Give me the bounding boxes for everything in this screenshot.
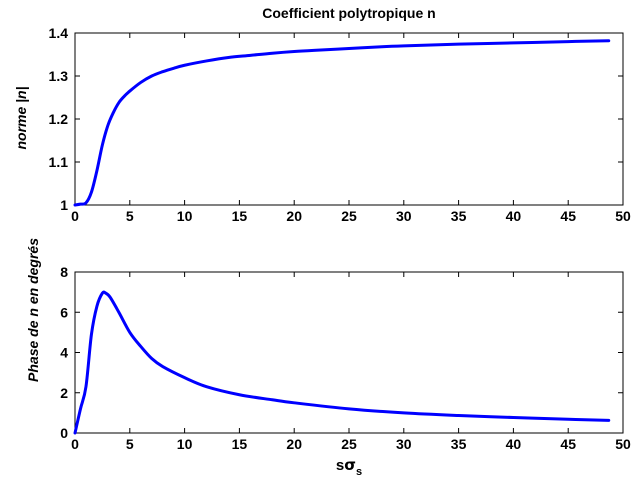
top-x-tick-label: 25 [341,208,357,224]
top-chart-title: Coefficient polytropique n [262,5,435,21]
top-x-tick-label: 5 [126,208,134,224]
top-y-axis-label: norme |n| [13,86,29,149]
bottom-y-tick-label: 4 [60,345,68,361]
bottom-y-tick-label: 0 [60,425,68,441]
bottom-x-axis-label: sσs [336,456,362,478]
bottom-series-line [73,290,611,435]
top-x-tick-label: 45 [560,208,576,224]
bottom-x-tick-label: 30 [396,436,412,452]
bottom-x-tick-label: 20 [286,436,302,452]
top-x-tick-label: 35 [451,208,467,224]
bottom-y-tick-label: 6 [60,304,68,320]
top-x-tick-label: 30 [396,208,412,224]
bottom-x-tick-label: 40 [506,436,522,452]
top-series-line [73,39,611,207]
bottom-y-axis-label: Phase de n en degrés [25,238,41,382]
bottom-x-tick-label: 25 [341,436,357,452]
bottom-x-tick-label: 0 [71,436,79,452]
bottom-x-tick-label: 10 [177,436,193,452]
top-x-tick-label: 15 [232,208,248,224]
top-y-tick-label: 1 [60,197,68,213]
bottom-axes-ticks: 0 5 10 15 20 25 30 35 40 45 50 0 2 4 6 8 [60,264,631,452]
top-x-tick-label: 40 [506,208,522,224]
top-x-tick-label: 20 [286,208,302,224]
top-y-tick-label: 1.4 [49,25,69,41]
bottom-x-tick-label: 35 [451,436,467,452]
top-y-tick-label: 1.1 [49,154,69,170]
top-x-tick-label: 10 [177,208,193,224]
top-y-tick-label: 1.3 [49,68,69,84]
bottom-x-tick-label: 15 [232,436,248,452]
bottom-axes: Phase de n en degrés 0 5 10 15 20 25 30 35 40 45 5… [25,238,631,478]
bottom-x-tick-label: 5 [126,436,134,452]
top-axes: Coefficient polytropique n norme |n| 0 5 1… [13,5,631,224]
bottom-y-tick-label: 8 [60,264,68,280]
bottom-x-tick-label: 50 [615,436,631,452]
top-axes-ticks: 0 5 10 15 20 25 30 35 40 45 50 1 1.1 1.2 1.3 1.4 [49,25,631,224]
top-x-tick-label: 0 [71,208,79,224]
top-y-tick-label: 1.2 [49,111,69,127]
bottom-x-tick-label: 45 [560,436,576,452]
top-x-tick-label: 50 [615,208,631,224]
bottom-y-tick-label: 2 [60,385,68,401]
